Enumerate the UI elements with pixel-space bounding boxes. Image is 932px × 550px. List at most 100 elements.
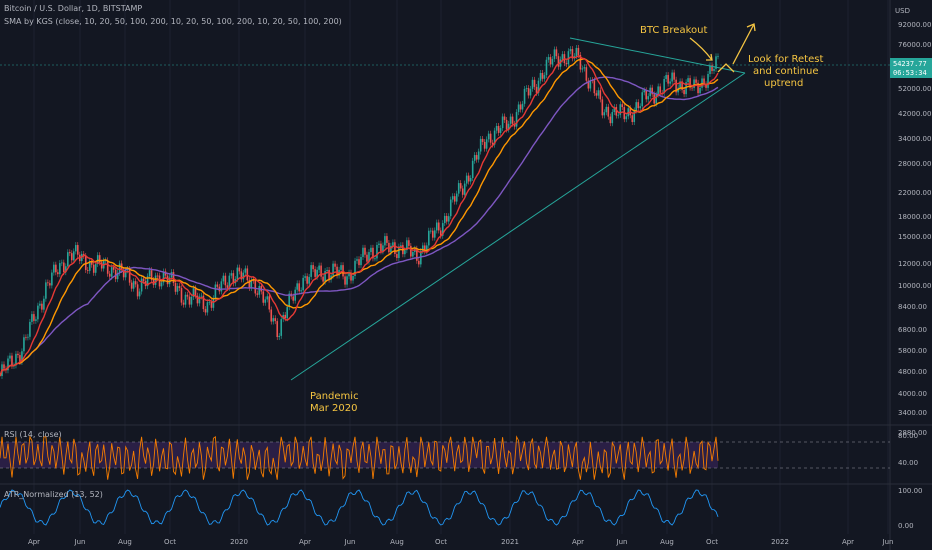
candle-body (49, 283, 51, 286)
candle-body (292, 296, 294, 301)
last-price-time: 06:53:34 (893, 69, 927, 77)
candle-body (114, 269, 117, 280)
candle-body (326, 269, 328, 272)
candle-body (96, 255, 99, 265)
candle-body (156, 275, 159, 277)
candle-body (216, 284, 219, 287)
candle-body (553, 49, 556, 59)
candle-body (635, 102, 638, 111)
candle-body (376, 244, 378, 259)
candle-body (278, 335, 281, 338)
arrow-up-icon (732, 23, 756, 65)
candle-body (447, 216, 450, 222)
candle-body (645, 90, 647, 100)
candle-body (250, 280, 253, 288)
time-axis[interactable]: Apr Jun Aug Oct 2020 Apr Jun Aug Oct 2021 Apr Jun Au… (28, 538, 894, 546)
candle-body (691, 87, 693, 89)
candle-body (441, 223, 444, 236)
candle-body (717, 56, 719, 58)
candle-body (453, 196, 456, 202)
candle-body (126, 268, 129, 271)
atr-tick-100: 100.00 (898, 487, 923, 495)
price-tick: 8400.00 (898, 303, 927, 311)
candle-body (509, 116, 512, 124)
candle-body (348, 272, 350, 277)
candle-body (184, 294, 187, 305)
candle-body (84, 255, 87, 270)
candlestick-series (1, 45, 719, 380)
candle-body (280, 319, 283, 336)
candle-body (74, 245, 77, 252)
candle-body (354, 260, 356, 277)
candle-body (372, 247, 374, 259)
candle-body (569, 49, 572, 52)
candle-body (711, 65, 713, 71)
time-tick: Jun (882, 538, 894, 546)
candle-body (262, 291, 265, 303)
candle-body (180, 288, 183, 303)
candle-body (316, 269, 318, 277)
candle-body (695, 79, 697, 83)
candle-body (320, 265, 322, 277)
candle-body (318, 265, 320, 270)
candle-body (449, 199, 452, 217)
candle-body (561, 54, 564, 60)
symbol-title: Bitcoin / U.S. Dollar, 1D, BITSTAMP (4, 4, 142, 13)
candle-body (140, 278, 143, 292)
time-tick: Apr (842, 538, 854, 546)
price-tick: 28000.00 (898, 160, 931, 168)
candle-body (571, 49, 574, 59)
candle-body (29, 321, 31, 337)
candle-body (130, 282, 133, 289)
price-tick: 3400.00 (898, 409, 927, 417)
price-tick: 18000.00 (898, 213, 931, 221)
candle-body (404, 250, 406, 255)
candle-body (489, 133, 492, 143)
candle-body (284, 314, 287, 319)
candle-body (613, 107, 616, 113)
rsi-line (0, 435, 719, 480)
candle-body (356, 259, 358, 261)
candle-body (314, 269, 316, 277)
candle-body (565, 63, 568, 65)
candle-body (98, 255, 101, 263)
candle-body (244, 268, 247, 273)
candle-body (43, 298, 45, 310)
candle-body (136, 284, 139, 297)
candle-body (150, 270, 153, 280)
resistance-trendline[interactable] (569, 37, 746, 74)
candle-body (501, 116, 504, 129)
annotation-retest-1: Look for Retest (748, 54, 823, 65)
candle-body (673, 72, 675, 80)
price-tick: 5800.00 (898, 347, 927, 355)
candle-body (665, 75, 667, 79)
candle-body (709, 65, 711, 74)
candle-body (537, 80, 540, 93)
candle-body (21, 351, 23, 362)
candle-body (230, 273, 233, 276)
candle-body (467, 175, 470, 182)
candle-body (166, 275, 169, 285)
candle-body (254, 280, 257, 294)
candle-body (605, 106, 608, 113)
support-trendline[interactable] (290, 72, 746, 381)
candle-body (663, 78, 665, 94)
candle-body (461, 188, 464, 195)
candle-body (61, 262, 63, 264)
candle-body (428, 230, 430, 246)
candle-body (188, 296, 191, 305)
candle-body (577, 47, 580, 55)
candle-body (55, 264, 57, 273)
candle-body (547, 57, 550, 60)
atr-tick-0: 0.00 (898, 522, 914, 530)
price-tick: 4000.00 (898, 390, 927, 398)
candle-body (33, 314, 35, 321)
annotation-pandemic-1: Pandemic (310, 391, 359, 402)
candle-body (380, 243, 382, 252)
retest-arrow-icon (717, 63, 735, 73)
candle-body (503, 116, 506, 120)
candle-body (53, 264, 55, 273)
candle-body (422, 245, 424, 251)
candle-body (224, 275, 227, 286)
